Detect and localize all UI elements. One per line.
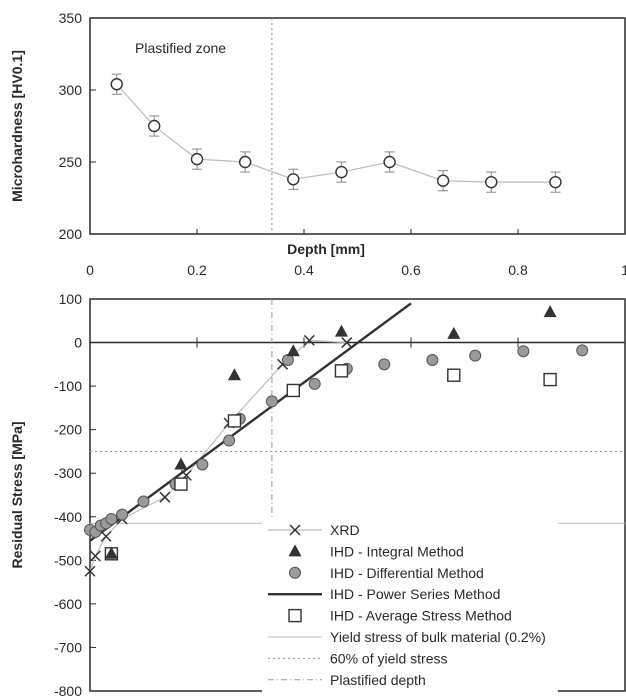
differential-point [378, 358, 391, 371]
legend-label: IHD - Differential Method [330, 565, 484, 581]
integral-point [227, 368, 241, 381]
power-series-line [89, 302, 412, 542]
legend-swatch-average-stress [288, 608, 302, 623]
legend-label: IHD - Integral Method [330, 543, 464, 559]
plastified-zone-label: Plastified zone [135, 40, 226, 56]
hardness-point [549, 175, 562, 189]
differential-point [517, 345, 530, 358]
differential-point [469, 349, 482, 362]
integral-point [104, 546, 118, 559]
average-stress-point [227, 414, 242, 428]
xrd-point [100, 530, 112, 542]
bottom-y-tick-label: -600 [54, 596, 82, 612]
differential-point [137, 495, 150, 508]
legend-label: Plastified depth [330, 672, 426, 688]
integral-point [543, 305, 557, 318]
top-y-tick-label: 200 [59, 226, 83, 242]
hardness-point [287, 173, 300, 186]
average-stress-point [447, 368, 461, 382]
differential-point [265, 395, 278, 408]
top-plot-frame [89, 17, 626, 235]
xrd-point [159, 491, 171, 503]
hardness-point [436, 174, 450, 187]
integral-point [286, 344, 300, 357]
hardness-point [485, 175, 498, 189]
top-x-tick-label: 0.6 [401, 262, 421, 278]
legend-swatch-xrd [289, 524, 301, 536]
hardness-point [335, 165, 348, 179]
bottom-y-tick-label: -100 [54, 378, 82, 394]
average-stress-point [174, 477, 188, 491]
xrd-point [89, 550, 101, 562]
legend-background [262, 518, 558, 692]
bottom-y-tick-label: -800 [54, 683, 82, 699]
bottom-y-tick-label: -400 [54, 509, 82, 525]
differential-point [426, 353, 439, 366]
legend-swatch-differential [289, 566, 301, 579]
top-x-tick-label: 0.2 [187, 262, 207, 278]
bottom-y-tick-label: 100 [59, 291, 83, 307]
hardness-point [383, 155, 396, 169]
top-y-tick-label: 300 [59, 82, 83, 98]
integral-point [447, 326, 461, 339]
xrd-point [303, 334, 315, 346]
hardness-point [238, 155, 252, 169]
differential-point [105, 512, 118, 525]
top-y-tick-label: 250 [59, 154, 83, 170]
top-x-tick-label: 0.8 [508, 262, 528, 278]
differential-point [116, 508, 129, 521]
legend-label: 60% of yield stress [330, 650, 448, 666]
integral-point [334, 324, 348, 337]
differential-point [576, 344, 589, 357]
differential-point [223, 434, 236, 447]
legend-swatch-integral [288, 544, 302, 557]
average-stress-point [286, 383, 300, 398]
top-x-tick-label: 0 [86, 262, 94, 278]
bottom-y-axis-label: Residual Stress [MPa] [9, 421, 25, 568]
bottom-y-tick-label: 0 [74, 335, 82, 351]
bottom-y-tick-label: -700 [54, 639, 82, 655]
top-x-axis-label: Depth [mm] [287, 241, 365, 257]
xrd-point [84, 565, 96, 577]
bottom-y-tick-label: -300 [54, 465, 82, 481]
legend-label: IHD - Power Series Method [330, 586, 500, 602]
legend-label: XRD [330, 522, 360, 538]
top-x-tick-label: 1 [621, 262, 626, 278]
hardness-point [190, 152, 204, 166]
top-x-tick-label: 0.4 [294, 262, 314, 278]
top-y-axis-label: Microhardness [HV0.1] [9, 50, 25, 202]
xrd-point [341, 337, 353, 349]
legend-label: IHD - Average Stress Method [330, 608, 512, 624]
hardness-point [110, 78, 123, 91]
hardness-line [116, 83, 556, 183]
legend-label: Yield stress of bulk material (0.2%) [330, 629, 546, 645]
average-stress-point [543, 372, 557, 387]
legend: XRD IHD - Integral Method IHD - Differenti… [262, 518, 558, 692]
residual-stress-chart: 100 0 -100 -200 -300 -400 -500 -600 -700 -800 Res… [9, 291, 626, 699]
differential-point [308, 377, 321, 390]
bottom-y-tick-label: -500 [54, 552, 82, 568]
average-stress-point [334, 364, 349, 378]
differential-point [196, 458, 209, 471]
top-y-tick-label: 350 [59, 10, 83, 26]
bottom-y-tick-label: -200 [54, 422, 82, 438]
hardness-point [147, 119, 161, 133]
integral-point [174, 457, 188, 470]
